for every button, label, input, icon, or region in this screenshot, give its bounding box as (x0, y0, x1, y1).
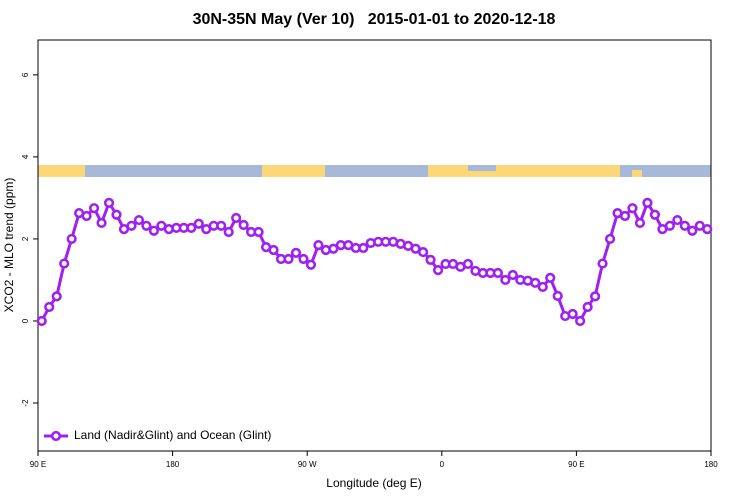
y-tick-label: -2 (21, 399, 30, 407)
data-point (672, 214, 683, 226)
data-point (425, 254, 436, 265)
data-point (81, 210, 92, 222)
data-point (193, 218, 204, 229)
land-band (262, 165, 325, 177)
data-point (604, 233, 616, 245)
land-band (38, 165, 85, 177)
data-point (664, 220, 675, 231)
data-point (500, 274, 511, 286)
x-axis-label: Longitude (deg E) (326, 476, 421, 490)
data-point (702, 223, 713, 235)
data-point (582, 301, 593, 313)
chart-title: 30N-35N May (Ver 10) 2015-01-01 to 2020-… (193, 11, 556, 28)
data-point (627, 203, 638, 214)
data-point (253, 226, 264, 238)
data-point (223, 226, 234, 238)
data-point (575, 315, 586, 327)
land-band (496, 165, 620, 177)
x-tick-label: 180 (166, 460, 180, 469)
data-point (507, 269, 518, 281)
data-point (148, 225, 160, 236)
data-point (111, 209, 122, 220)
x-tick-label: 0 (440, 460, 445, 469)
y-tick-label: 6 (21, 72, 30, 77)
data-point (36, 315, 47, 327)
data-point (567, 308, 578, 320)
data-point (290, 247, 302, 258)
data-point (59, 258, 70, 269)
data-point (358, 242, 369, 254)
data-point (418, 246, 429, 258)
data-point (552, 290, 563, 302)
land-band (468, 171, 496, 177)
data-point (687, 225, 698, 236)
data-point (634, 217, 646, 229)
data-point (432, 265, 444, 276)
data-point (96, 217, 107, 229)
plot-frame (37, 39, 712, 452)
x-tick-label: 90 E (568, 460, 584, 469)
data-point (126, 220, 137, 231)
data-point (231, 212, 242, 224)
data-point (619, 210, 631, 222)
data-point (462, 258, 474, 270)
data-point (141, 220, 152, 231)
data-point (44, 301, 55, 313)
data-point (589, 291, 601, 302)
data-point (642, 197, 653, 208)
x-tick-label: 90 E (30, 460, 46, 469)
data-point (545, 272, 556, 284)
data-point (530, 277, 541, 288)
data-point (216, 220, 227, 231)
land-band (428, 165, 468, 177)
data-point (597, 258, 608, 269)
data-point (679, 220, 690, 231)
data-point (88, 203, 100, 214)
data-point (51, 291, 62, 302)
data-point (649, 209, 661, 220)
legend-item: Land (Nadir&Glint) and Ocean (Glint) (44, 428, 271, 442)
x-tick-label: 180 (704, 460, 718, 469)
data-point (268, 244, 279, 256)
y-tick-label: 4 (21, 154, 30, 159)
data-point (305, 259, 317, 270)
data-point (103, 197, 115, 208)
data-point (66, 233, 77, 245)
land-band (632, 170, 642, 177)
legend-label: Land (Nadir&Glint) and Ocean (Glint) (74, 428, 271, 442)
data-point (298, 253, 309, 265)
data-point (492, 267, 503, 279)
x-tick-label: 90 W (298, 460, 317, 469)
data-point (328, 243, 339, 254)
data-point (238, 219, 249, 231)
y-axis-label: XCO2 - MLO trend (ppm) (2, 178, 16, 313)
data-point (186, 222, 197, 233)
land-ocean-strip (38, 165, 711, 177)
data-point (313, 239, 324, 251)
legend-marker (50, 430, 62, 442)
data-point (283, 253, 294, 265)
data-point (133, 214, 145, 226)
data-point (537, 281, 548, 293)
y-tick-label: 0 (21, 318, 30, 323)
y-tick-label: 2 (21, 236, 30, 241)
